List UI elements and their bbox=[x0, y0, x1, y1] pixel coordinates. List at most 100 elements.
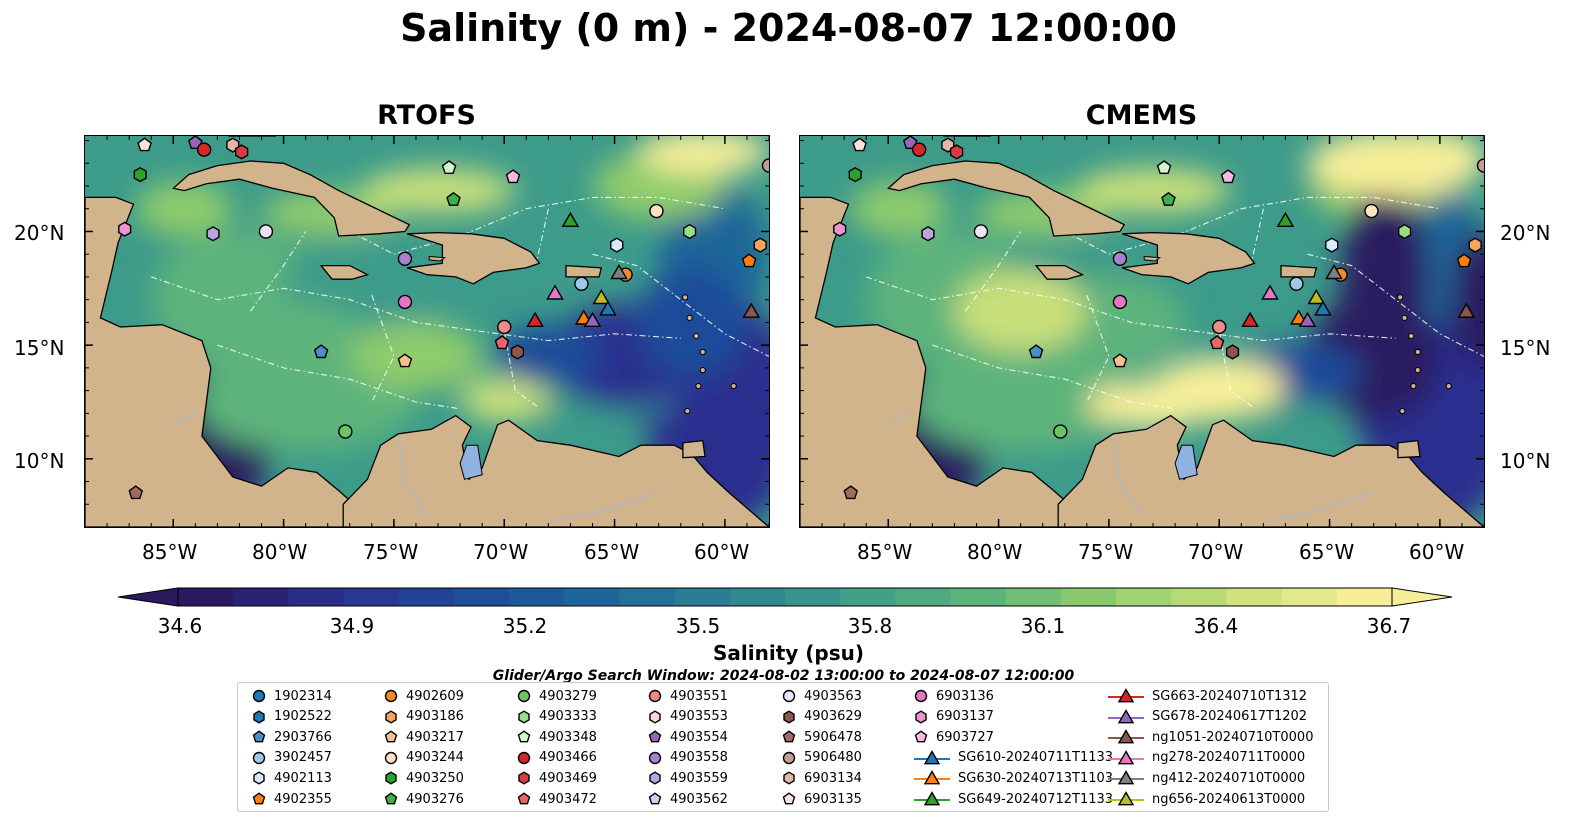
legend: 1902314 1902522 2903766 3902457 4902113 49023… bbox=[237, 682, 1329, 812]
legend-label: 4903629 bbox=[804, 709, 862, 725]
legend-symbol bbox=[384, 751, 398, 764]
glider-marker-ng278-20240711t0000 bbox=[546, 284, 564, 300]
legend-marker-pentagon-icon bbox=[517, 730, 531, 743]
argo-marker-6903135 bbox=[137, 137, 152, 152]
salinity-patch bbox=[135, 181, 233, 237]
glider-marker-sg610-20240711t1133 bbox=[599, 300, 617, 316]
legend-symbol bbox=[783, 709, 795, 724]
lat-label-20n-right: 20°N bbox=[1500, 221, 1551, 245]
legend-marker-circle-icon bbox=[252, 689, 266, 703]
salinity-patch bbox=[1075, 167, 1231, 214]
legend-label: SG649-20240712T1133 bbox=[958, 791, 1114, 807]
legend-label: SG663-20240710T1312 bbox=[1152, 688, 1308, 704]
legend-item: 4903348 bbox=[517, 727, 597, 747]
glider-marker-sg663-20240710t1312 bbox=[526, 311, 544, 328]
legend-label: 4903186 bbox=[406, 709, 464, 725]
legend-label: 6903136 bbox=[936, 688, 994, 704]
boundary-line bbox=[151, 276, 681, 342]
argo-marker-6903727 bbox=[1220, 169, 1236, 184]
legend-symbol bbox=[914, 730, 928, 743]
legend-marker-pentagon-icon bbox=[782, 730, 796, 743]
legend-label: SG630-20240713T1103 bbox=[958, 770, 1114, 786]
legend-symbol bbox=[649, 709, 661, 724]
island bbox=[1399, 407, 1406, 415]
legend-symbol bbox=[384, 730, 398, 743]
salinity-patch bbox=[636, 136, 769, 175]
legend-symbol bbox=[517, 792, 531, 805]
legend-symbol bbox=[1117, 688, 1135, 703]
river bbox=[173, 412, 196, 426]
legend-marker-triangle-icon bbox=[914, 749, 950, 765]
legend-item: 4903469 bbox=[517, 768, 597, 788]
argo-marker-4903186 bbox=[1468, 237, 1482, 253]
legend-marker-hexagon-icon bbox=[783, 771, 795, 785]
legend-label: 4903472 bbox=[539, 791, 597, 807]
legend-symbol bbox=[915, 709, 927, 724]
legend-label: 2903766 bbox=[274, 729, 332, 745]
legend-label: 4902609 bbox=[406, 688, 464, 704]
legend-label: 4902113 bbox=[274, 770, 332, 786]
legend-marker-pentagon-icon bbox=[648, 792, 662, 805]
landmass-gonave bbox=[428, 255, 447, 262]
legend-marker-circle-icon bbox=[252, 751, 266, 764]
lake-maracaibo bbox=[1174, 444, 1198, 480]
landmass-hispaniola bbox=[1121, 231, 1256, 285]
landmass-southamerica bbox=[1057, 414, 1484, 527]
legend-symbol bbox=[252, 792, 266, 805]
lat-label-10n-right: 10°N bbox=[1500, 449, 1551, 473]
legend-marker-hexagon-icon bbox=[253, 709, 265, 724]
landmass-southamerica bbox=[342, 414, 769, 527]
argo-marker-4903217 bbox=[1112, 353, 1128, 368]
legend-item: ng278-20240711T0000 bbox=[1108, 748, 1305, 768]
map-panel-cmems bbox=[799, 135, 1485, 528]
legend-label: 4903333 bbox=[539, 709, 597, 725]
legend-item: 4903551 bbox=[648, 686, 728, 706]
legend-marker-circle-icon bbox=[517, 751, 531, 764]
argo-marker-6903136 bbox=[1112, 294, 1128, 310]
legend-symbol bbox=[384, 792, 398, 805]
legend-symbol bbox=[385, 771, 397, 785]
salinity-patch bbox=[493, 324, 604, 384]
salinity-patch bbox=[460, 376, 549, 423]
legend-symbol bbox=[782, 730, 796, 743]
legend-label: ng1051-20240710T0000 bbox=[1152, 729, 1314, 745]
legend-marker-triangle-icon bbox=[1108, 749, 1144, 765]
legend-marker-circle-icon bbox=[384, 689, 398, 703]
argo-marker-4903348 bbox=[1156, 160, 1172, 174]
lake-maracaibo bbox=[459, 444, 483, 480]
legend-marker-pentagon-icon bbox=[384, 730, 398, 743]
land bbox=[85, 136, 769, 527]
landmass-puertorico bbox=[565, 264, 603, 278]
river bbox=[1263, 492, 1374, 524]
legend-marker-triangle-icon bbox=[1108, 688, 1144, 703]
argo-marker-4903558 bbox=[397, 251, 413, 266]
legend-symbol bbox=[517, 689, 531, 703]
legend-symbol bbox=[518, 771, 530, 785]
legend-marker-triangle-icon bbox=[1108, 791, 1144, 806]
boundaries bbox=[151, 196, 769, 410]
landmass-trinidad bbox=[1397, 439, 1421, 459]
legend-symbol bbox=[648, 730, 662, 743]
argo-marker-6903135 bbox=[852, 137, 867, 152]
argo-marker-6903136 bbox=[397, 294, 413, 310]
lat-label-15n-left: 15°N bbox=[14, 336, 65, 360]
landmass-cuba bbox=[171, 160, 411, 237]
argo-marker-4903333 bbox=[1398, 223, 1412, 240]
legend-symbol bbox=[648, 792, 662, 805]
boundary-line bbox=[1064, 196, 1440, 255]
argo-marker-4903469 bbox=[234, 144, 249, 160]
argo-marker-4903551 bbox=[497, 319, 512, 335]
glider-marker-ng412-20240710t0000 bbox=[1325, 264, 1343, 280]
legend-label: 3902457 bbox=[274, 750, 332, 766]
argo-marker-4903217 bbox=[397, 353, 413, 368]
legend-marker-triangle-icon bbox=[1108, 729, 1144, 744]
boundary-line bbox=[1307, 253, 1484, 357]
island bbox=[684, 407, 691, 415]
legend-marker-pentagon-icon bbox=[782, 792, 796, 805]
boundary-line bbox=[932, 344, 1176, 410]
colorbar-segment bbox=[178, 588, 234, 606]
glider-marker-sg649-20240712t1133 bbox=[561, 211, 580, 228]
legend-symbol bbox=[648, 751, 662, 764]
legend-item: 4902609 bbox=[384, 686, 464, 706]
legend-item: SG678-20240617T1202 bbox=[1108, 707, 1307, 727]
